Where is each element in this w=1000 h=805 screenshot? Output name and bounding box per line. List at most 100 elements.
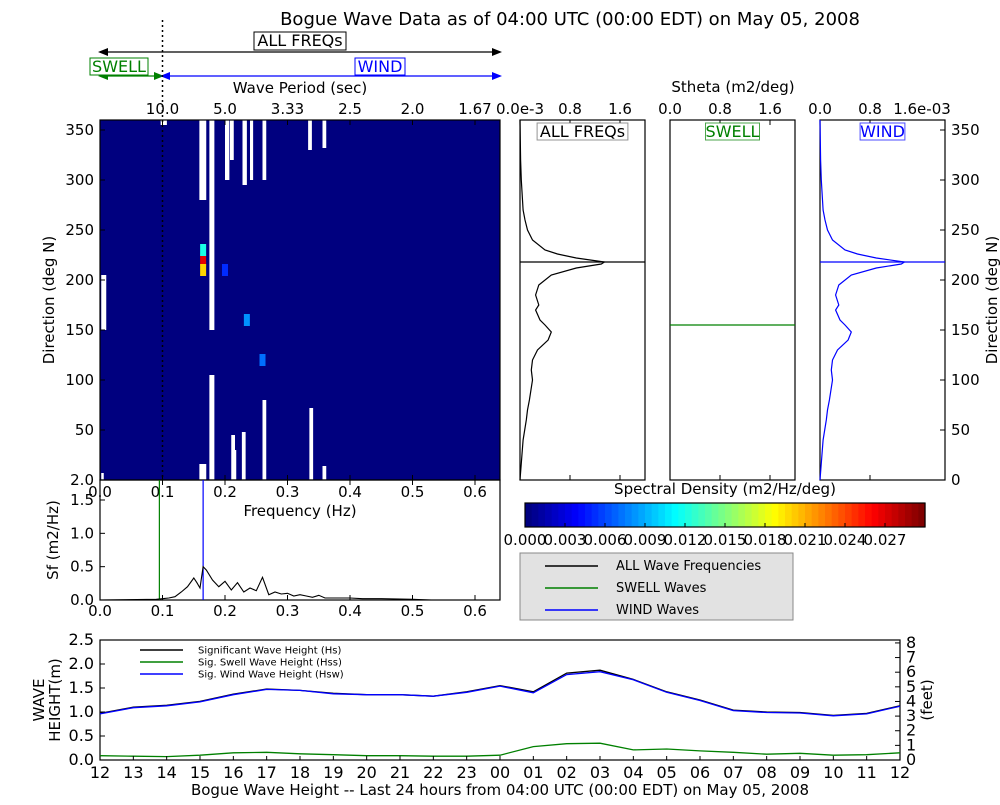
- freq-spectrum-ylabel: Sf (m2/Hz): [44, 500, 62, 580]
- stheta-label: WIND: [860, 122, 905, 141]
- hour-tick-label: 20: [356, 763, 376, 782]
- colorbar-segment: [751, 503, 759, 527]
- top-tick-label: 3.33: [271, 100, 304, 118]
- stheta-tick-label: 1.6: [608, 100, 632, 118]
- freq-y-tick-label: 1.5: [70, 491, 94, 509]
- top-tick-label: 2.0: [401, 100, 425, 118]
- swell-label: SWELL: [92, 57, 146, 76]
- stheta-tick-label: 0.0: [808, 100, 832, 118]
- colorbar-tick-label: 0.012: [664, 531, 707, 549]
- stheta-tick-label: 1.6e-03: [893, 100, 951, 118]
- colorbar-segment: [618, 503, 626, 527]
- x-tick-label: 0.6: [463, 483, 487, 501]
- colorbar-segment: [885, 503, 893, 527]
- colorbar-segment: [731, 503, 739, 527]
- hour-tick-label: 17: [256, 763, 276, 782]
- stheta-label-box: [536, 122, 629, 141]
- hour-tick-label: 23: [456, 763, 476, 782]
- top-tick-label: 10.0: [146, 100, 179, 118]
- colorbar-segment: [685, 503, 693, 527]
- colorbar-segment: [825, 503, 833, 527]
- colorbar-tick-label: 0.018: [744, 531, 787, 549]
- y-tick-label: 250: [65, 221, 94, 239]
- heatmap-gap: [199, 120, 207, 200]
- colorbar-segment: [711, 503, 719, 527]
- colorbar-segment: [691, 503, 699, 527]
- wave-height-xlabel: Bogue Wave Height -- Last 24 hours from …: [191, 781, 809, 799]
- wind-label: WIND: [358, 57, 403, 76]
- stheta-label: ALL FREQs: [540, 122, 625, 141]
- heatmap-gap: [101, 473, 104, 480]
- hour-tick-label: 04: [623, 763, 643, 782]
- stheta-right-tick-label: 100: [951, 371, 980, 389]
- x-tick-label: 0.5: [401, 483, 425, 501]
- height-y-tick-label: 1.0: [69, 702, 94, 721]
- stheta-label-box: [705, 122, 760, 141]
- colorbar-segment: [871, 503, 879, 527]
- colorbar-segment: [858, 503, 866, 527]
- height-legend-label: Significant Wave Height (Hs): [198, 646, 341, 657]
- stheta-frame: [519, 119, 646, 481]
- colorbar-segment: [638, 503, 646, 527]
- wave-height-ylabel-line2: HEIGHT(m): [46, 658, 64, 742]
- colorbar-tick-label: 0.006: [584, 531, 627, 549]
- hour-tick-label: 10: [823, 763, 843, 782]
- heatmap-gap: [241, 432, 246, 480]
- colorbar-segment: [798, 503, 806, 527]
- colorbar-segment: [531, 503, 539, 527]
- colorbar-segment: [738, 503, 746, 527]
- colorbar-segment: [571, 503, 579, 527]
- colorbar-segment: [778, 503, 786, 527]
- colorbar-tick-label: 0.003: [544, 531, 587, 549]
- all-freq-label: ALL FREQs: [257, 31, 342, 50]
- y-tick-label: 300: [65, 171, 94, 189]
- heatmap-field: [100, 20, 500, 480]
- feet-tick-label: 0: [906, 750, 916, 769]
- hour-tick-label: 22: [423, 763, 443, 782]
- heatmap-gap: [101, 275, 107, 330]
- hour-tick-label: 03: [590, 763, 610, 782]
- colorbar-segment: [525, 503, 533, 527]
- wave-period-axis-label: Wave Period (sec): [233, 79, 367, 97]
- colorbar-segment: [905, 503, 913, 527]
- stheta-axis-label: Stheta (m2/deg): [671, 78, 794, 96]
- feet-tick-label: 2: [906, 721, 916, 740]
- feet-tick-label: 6: [906, 662, 916, 681]
- stheta-label: SWELL: [706, 122, 760, 141]
- y-tick-label: 150: [65, 321, 94, 339]
- stheta-right-ylabel: Direction (deg N): [983, 236, 1000, 365]
- colorbar-segment: [578, 503, 586, 527]
- freq-y-tick-label: 1.0: [70, 524, 94, 542]
- x-tick-label: 0.3: [276, 483, 300, 501]
- hour-tick-label: 08: [756, 763, 776, 782]
- all-freq-arrow-left-head: [98, 48, 108, 56]
- hour-tick-label: 09: [790, 763, 810, 782]
- colorbar-segment: [651, 503, 659, 527]
- colorbar-segment: [551, 503, 559, 527]
- stheta-tick-label: 0.0e-3: [496, 100, 544, 118]
- directional-spectrum-heatmap: Wave Period (sec) 0.0 0.1 0.2 0.3 0.4 0.5 0.61…: [40, 20, 501, 520]
- colorbar-segment: [745, 503, 753, 527]
- all-freq-label-box: [253, 31, 347, 51]
- heatmap-gap: [262, 400, 267, 480]
- y-tick-label: 50: [75, 421, 94, 439]
- freq-x-tick-label: 0.3: [276, 602, 300, 620]
- heatmap-cell: [243, 314, 250, 326]
- colorbar-segment: [725, 503, 733, 527]
- colorbar-segment: [845, 503, 853, 527]
- freq-x-tick-label: 0.2: [213, 602, 237, 620]
- legend-label: WIND Waves: [616, 603, 699, 618]
- wind-label-box: [354, 57, 406, 76]
- colorbar-segment: [678, 503, 686, 527]
- colorbar-segment: [758, 503, 766, 527]
- colorbar-segment: [631, 503, 639, 527]
- feet-tick-label: 8: [906, 633, 916, 652]
- colorbar-tick-label: 0.009: [624, 531, 667, 549]
- colorbar-segment: [671, 503, 679, 527]
- hour-tick-label: 01: [523, 763, 543, 782]
- y-tick-label: 2.0: [70, 471, 94, 489]
- heatmap-gap: [232, 450, 237, 480]
- freq-x-tick-label: 0.1: [151, 602, 175, 620]
- stheta-right-tick-label: 0: [951, 471, 961, 489]
